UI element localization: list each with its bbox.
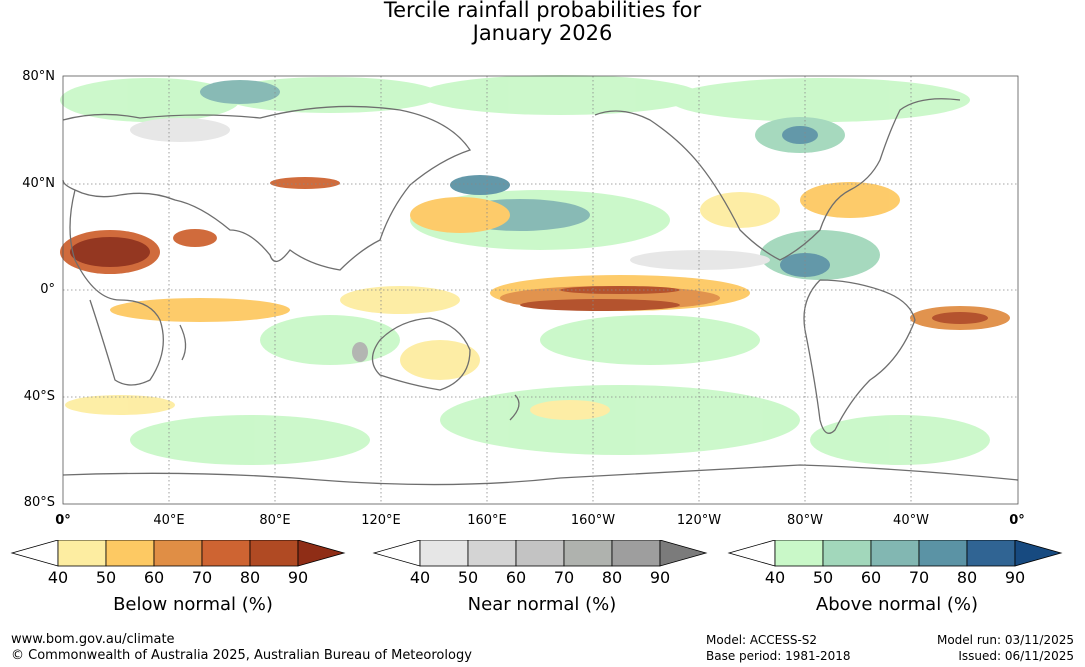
x-tick-label: 120°E bbox=[361, 513, 401, 528]
colorbar-tick-label: 90 bbox=[649, 568, 671, 587]
colorbar-segment bbox=[105, 540, 155, 567]
x-tick-label: 0° bbox=[55, 513, 71, 528]
colorbar-tick-label: 60 bbox=[505, 568, 527, 587]
footer-model-run: Model run: 03/11/2025 bbox=[936, 633, 1074, 647]
title-line-2: January 2026 bbox=[472, 21, 613, 45]
colorbar-segment bbox=[822, 540, 872, 567]
colorbar-tick-label: 60 bbox=[143, 568, 165, 587]
rainfall-map bbox=[60, 75, 1019, 505]
colorbar-segment bbox=[870, 540, 920, 567]
colorbar-tick-label: 40 bbox=[47, 568, 69, 587]
colorbar-arrow-right bbox=[297, 540, 346, 567]
colorbar-segment bbox=[249, 540, 299, 567]
colorbar-segment bbox=[966, 540, 1016, 567]
colorbar-tick-label: 90 bbox=[1004, 568, 1026, 587]
colorbar-tick-label: 50 bbox=[812, 568, 834, 587]
footer-model: Model: ACCESS-S2 bbox=[706, 633, 818, 647]
colorbar-tick-label: 80 bbox=[956, 568, 978, 587]
colorbar-segment bbox=[611, 540, 661, 567]
y-tick-label: 40°N bbox=[22, 176, 55, 191]
colorbar-tick-label: 40 bbox=[764, 568, 786, 587]
colorbar-near-normal bbox=[372, 540, 708, 567]
colorbar-arrow-left bbox=[372, 540, 421, 567]
colorbar-segment bbox=[918, 540, 968, 567]
colorbar-segment bbox=[515, 540, 565, 567]
colorbar-below-normal bbox=[10, 540, 346, 567]
y-tick-label: 80°S bbox=[23, 495, 55, 510]
legend-above-normal: Above normal (%) 40 50 60 70 80 90 bbox=[727, 540, 1067, 615]
x-tick-label: 80°W bbox=[787, 513, 823, 528]
colorbar-arrow-right bbox=[1014, 540, 1063, 567]
x-tick-label: 0° bbox=[1009, 513, 1025, 528]
x-tick-label: 120°W bbox=[676, 513, 722, 528]
x-tick-label: 40°E bbox=[153, 513, 185, 528]
y-tick-label: 0° bbox=[40, 282, 55, 297]
legend-near-normal: Near normal (%) 40 50 60 70 80 90 bbox=[372, 540, 712, 615]
title-line-1: Tercile rainfall probabilities for bbox=[383, 0, 702, 22]
x-tick-label: 40°W bbox=[893, 513, 929, 528]
colorbar-tick-label: 70 bbox=[191, 568, 213, 587]
colorbar-tick-label: 50 bbox=[95, 568, 117, 587]
x-tick-label: 160°W bbox=[570, 513, 616, 528]
colorbar-tick-label: 80 bbox=[239, 568, 261, 587]
map-probability-shading bbox=[60, 75, 1010, 465]
footer-base-period: Base period: 1981-2018 bbox=[706, 649, 851, 663]
colorbar-arrow-left bbox=[10, 540, 59, 567]
colorbar-tick-label: 70 bbox=[553, 568, 575, 587]
legend-below-normal: Below normal (%) 40 50 60 70 80 90 bbox=[10, 540, 350, 615]
map-gridlines bbox=[63, 76, 1018, 504]
map-frame bbox=[62, 75, 1019, 505]
colorbar-segment bbox=[467, 540, 517, 567]
footer-url: www.bom.gov.au/climate bbox=[11, 632, 175, 647]
colorbar-tick-label: 50 bbox=[457, 568, 479, 587]
legend-title: Near normal (%) bbox=[467, 594, 617, 615]
colorbar-segment bbox=[419, 540, 469, 567]
chart-title: Tercile rainfall probabilities for Janua… bbox=[0, 0, 1085, 45]
colorbar-arrow-right bbox=[659, 540, 708, 567]
x-tick-label: 160°E bbox=[467, 513, 507, 528]
y-tick-label: 40°S bbox=[23, 389, 55, 404]
colorbar-tick-label: 70 bbox=[908, 568, 930, 587]
x-tick-label: 80°E bbox=[259, 513, 291, 528]
colorbar-segment bbox=[201, 540, 251, 567]
colorbar-tick-label: 90 bbox=[287, 568, 309, 587]
colorbar-tick-label: 80 bbox=[601, 568, 623, 587]
colorbar-segment bbox=[774, 540, 824, 567]
footer-copyright: © Commonwealth of Australia 2025, Austra… bbox=[11, 648, 472, 663]
colorbar-tick-label: 40 bbox=[409, 568, 431, 587]
legend-title: Above normal (%) bbox=[815, 594, 979, 615]
colorbar-tick-label: 60 bbox=[860, 568, 882, 587]
colorbar-arrow-left bbox=[727, 540, 776, 567]
y-tick-label: 80°N bbox=[22, 69, 55, 84]
colorbar-above-normal bbox=[727, 540, 1063, 567]
footer-issued: Issued: 06/11/2025 bbox=[958, 649, 1074, 663]
colorbar-segment bbox=[57, 540, 107, 567]
legend-title: Below normal (%) bbox=[113, 594, 273, 615]
colorbar-segment bbox=[563, 540, 613, 567]
coastlines bbox=[62, 98, 1019, 486]
colorbar-segment bbox=[153, 540, 203, 567]
